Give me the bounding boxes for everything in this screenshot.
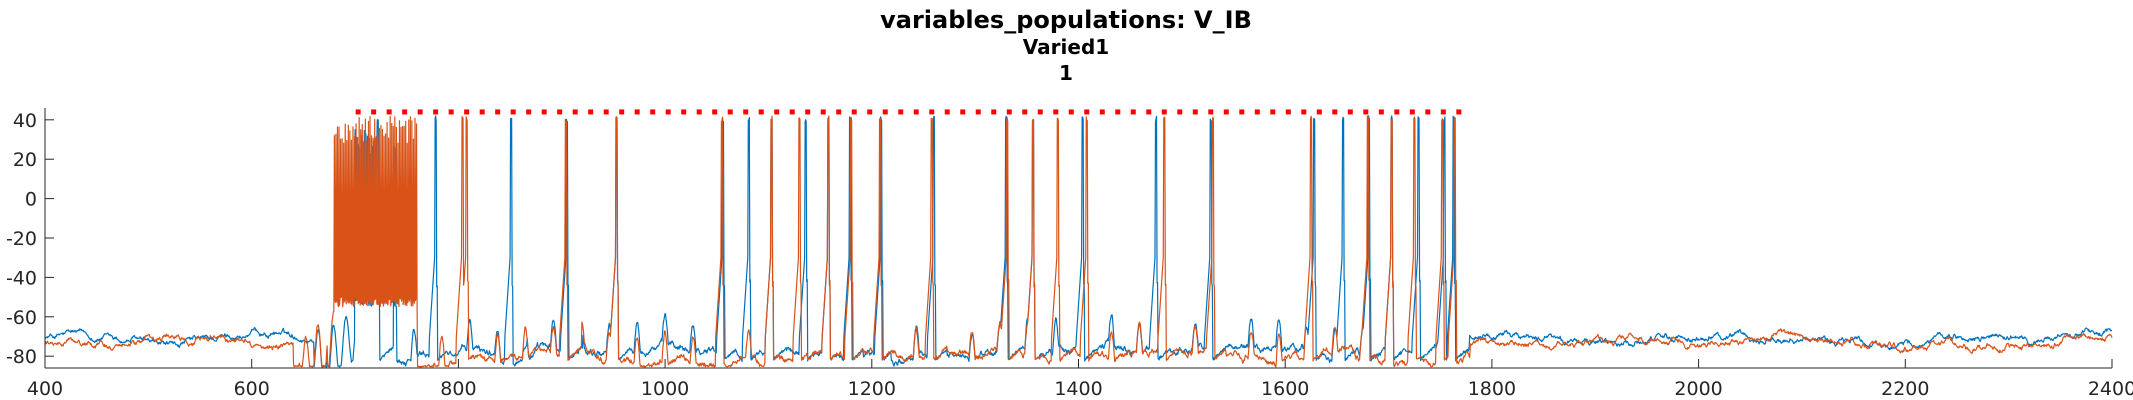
threshold-marker xyxy=(1099,109,1105,115)
threshold-marker xyxy=(526,109,532,115)
threshold-marker xyxy=(1409,109,1415,115)
x-tick-label: 2000 xyxy=(1674,378,1722,400)
threshold-marker xyxy=(1270,109,1276,115)
threshold-marker xyxy=(1363,109,1369,115)
y-tick-layer: -80 -60 -40 -20 0 20 40 xyxy=(6,110,54,368)
y-tick-label: 0 xyxy=(25,189,37,211)
threshold-marker xyxy=(603,109,609,115)
threshold-marker xyxy=(1332,109,1338,115)
threshold-marker xyxy=(665,109,671,115)
x-tick-label: 1200 xyxy=(848,378,896,400)
threshold-marker xyxy=(1254,109,1260,115)
x-tick-label: 1400 xyxy=(1054,378,1102,400)
y-tick-label: -20 xyxy=(6,228,37,250)
threshold-marker xyxy=(448,109,454,115)
threshold-marker xyxy=(1440,109,1446,115)
threshold-marker xyxy=(371,109,377,115)
threshold-marker xyxy=(960,109,966,115)
threshold-marker xyxy=(619,109,625,115)
x-tick-label: 600 xyxy=(234,378,270,400)
threshold-marker xyxy=(1130,109,1136,115)
threshold-marker xyxy=(1394,109,1400,115)
x-tick-label: 800 xyxy=(440,378,476,400)
threshold-marker xyxy=(1208,109,1214,115)
threshold-marker xyxy=(588,109,594,115)
threshold-marker xyxy=(1115,109,1121,115)
x-tick-label: 1000 xyxy=(641,378,689,400)
threshold-marker xyxy=(743,109,749,115)
threshold-marker xyxy=(495,109,501,115)
threshold-marker xyxy=(417,109,423,115)
threshold-marker xyxy=(805,109,811,115)
threshold-marker xyxy=(1177,109,1183,115)
threshold-marker xyxy=(991,109,997,115)
threshold-marker xyxy=(1285,109,1291,115)
y-tick-label: -80 xyxy=(6,346,37,368)
threshold-marker xyxy=(696,109,702,115)
threshold-marker xyxy=(1037,109,1043,115)
threshold-marker xyxy=(510,109,516,115)
threshold-marker xyxy=(1068,109,1074,115)
threshold-marker xyxy=(634,109,640,115)
threshold-marker xyxy=(650,109,656,115)
threshold-marker xyxy=(386,109,392,115)
x-tick-label: 400 xyxy=(27,378,63,400)
threshold-marker xyxy=(1316,109,1322,115)
threshold-marker xyxy=(1006,109,1012,115)
threshold-marker xyxy=(929,109,935,115)
threshold-marker xyxy=(1192,109,1198,115)
threshold-marker xyxy=(402,109,408,115)
y-tick-label: 40 xyxy=(13,110,37,132)
threshold-marker xyxy=(1161,109,1167,115)
threshold-marker xyxy=(1456,109,1462,115)
threshold-marker xyxy=(541,109,547,115)
threshold-marker-layer xyxy=(355,109,1462,115)
x-tick-layer: 400 600 800 1000 1200 1400 1600 1800 2000 2200 240… xyxy=(27,359,2133,400)
x-tick-label: 1800 xyxy=(1468,378,1516,400)
threshold-marker xyxy=(1347,109,1353,115)
chart-subtitle-2: 1 xyxy=(1059,61,1073,85)
threshold-marker xyxy=(1239,109,1245,115)
threshold-marker xyxy=(975,109,981,115)
threshold-marker xyxy=(464,109,470,115)
threshold-marker xyxy=(1223,109,1229,115)
threshold-marker xyxy=(712,109,718,115)
threshold-marker xyxy=(1084,109,1090,115)
threshold-marker xyxy=(355,109,361,115)
threshold-marker xyxy=(681,109,687,115)
x-tick-label: 1600 xyxy=(1261,378,1309,400)
chart-subtitle: Varied1 xyxy=(1023,35,1109,59)
y-tick-label: -40 xyxy=(6,267,37,289)
threshold-marker xyxy=(774,109,780,115)
threshold-marker xyxy=(867,109,873,115)
threshold-marker xyxy=(1301,109,1307,115)
threshold-marker xyxy=(913,109,919,115)
threshold-marker xyxy=(944,109,950,115)
y-tick-label: 20 xyxy=(13,149,37,171)
x-tick-label: 2200 xyxy=(1881,378,1929,400)
threshold-marker xyxy=(1146,109,1152,115)
threshold-marker xyxy=(758,109,764,115)
threshold-marker xyxy=(572,109,578,115)
y-tick-label: -60 xyxy=(6,307,37,329)
threshold-marker xyxy=(898,109,904,115)
series-line-2 xyxy=(44,115,2113,368)
series-layer xyxy=(44,115,2113,368)
threshold-marker xyxy=(882,109,888,115)
threshold-marker xyxy=(851,109,857,115)
threshold-marker xyxy=(433,109,439,115)
threshold-marker xyxy=(789,109,795,115)
threshold-marker xyxy=(1378,109,1384,115)
threshold-marker xyxy=(1022,109,1028,115)
x-tick-label: 2400 xyxy=(2088,378,2133,400)
threshold-marker xyxy=(820,109,826,115)
threshold-marker xyxy=(727,109,733,115)
threshold-marker xyxy=(1053,109,1059,115)
threshold-marker xyxy=(836,109,842,115)
chart-title: variables_populations: V_IB xyxy=(880,6,1252,34)
threshold-marker xyxy=(479,109,485,115)
threshold-marker xyxy=(1425,109,1431,115)
threshold-marker xyxy=(557,109,563,115)
